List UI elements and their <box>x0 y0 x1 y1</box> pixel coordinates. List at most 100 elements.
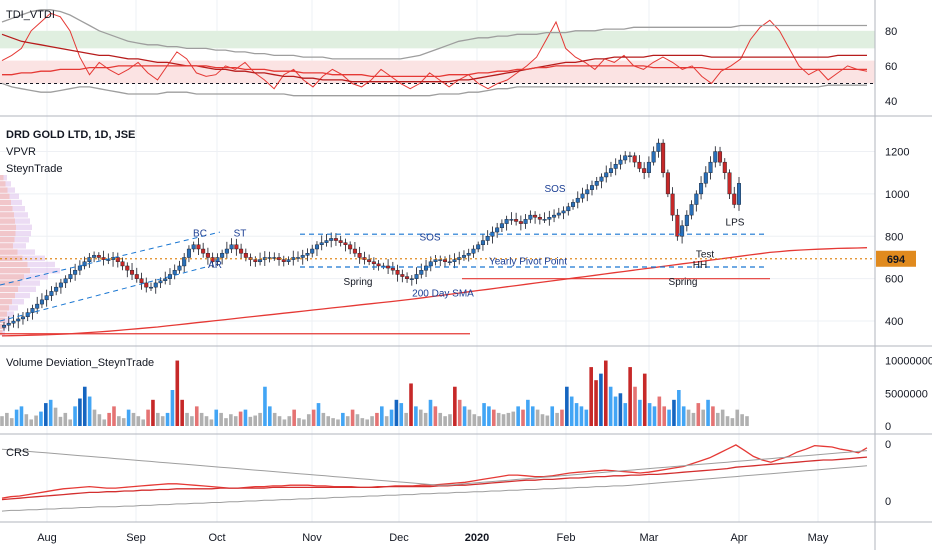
candle-body-109 <box>518 221 523 224</box>
volume-bar-138 <box>672 399 676 426</box>
candle-body-142 <box>675 214 680 237</box>
candle-body-124 <box>590 185 595 190</box>
volume-bar-94 <box>457 399 462 426</box>
candle-body-5 <box>25 312 30 318</box>
annotation-3: SOS <box>419 233 440 244</box>
annotation-8: Test <box>696 249 715 260</box>
x-tick-9: May <box>808 532 829 544</box>
candle-body-125 <box>594 181 599 186</box>
volume-bar-46 <box>224 418 228 426</box>
annotation-7: 200 Day SMA <box>412 289 474 300</box>
candle-body-143 <box>680 225 685 237</box>
volume-bar-65 <box>316 403 321 426</box>
volume-bar-18 <box>87 396 92 426</box>
candle-body-110 <box>523 219 528 224</box>
candle-body-144 <box>684 214 689 226</box>
volume-bar-147 <box>715 412 720 426</box>
candle-body-10 <box>49 291 54 296</box>
volume-y-tick-2: 0 <box>885 421 891 433</box>
candle-body-132 <box>627 155 632 157</box>
volume-bar-25 <box>121 418 126 426</box>
candle-body-130 <box>618 159 623 165</box>
volume-bar-63 <box>306 414 311 426</box>
volume-bar-76 <box>370 416 374 426</box>
volume-bar-99 <box>482 403 486 426</box>
x-tick-5: 2020 <box>465 532 489 544</box>
candle-body-25 <box>120 261 125 267</box>
volume-bar-60 <box>292 409 296 426</box>
volume-bar-96 <box>467 409 472 426</box>
volume-bar-33 <box>160 416 165 426</box>
volume-bar-59 <box>287 416 292 426</box>
volume-bar-2 <box>9 418 14 426</box>
candle-body-145 <box>689 204 694 216</box>
candle-body-141 <box>670 193 675 216</box>
volume-bar-27 <box>131 412 136 426</box>
candle-body-81 <box>386 265 391 269</box>
annotation-9: LPS <box>726 218 745 229</box>
volume-bar-22 <box>107 412 111 426</box>
crs-series-3 <box>1 448 868 486</box>
volume-bar-4 <box>19 406 24 426</box>
volume-bar-131 <box>638 399 642 426</box>
volume-bar-42 <box>204 416 209 426</box>
volume-bar-71 <box>345 416 350 426</box>
volume-bar-92 <box>448 414 452 426</box>
volume-bar-14 <box>68 419 72 426</box>
candle-body-105 <box>499 223 504 229</box>
candle-body-150 <box>713 151 718 163</box>
vpvr-bar-inner-10 <box>0 237 15 243</box>
candle-body-134 <box>637 161 642 169</box>
volume-bar-1 <box>5 412 9 426</box>
volume-bar-91 <box>443 416 447 426</box>
candle-body-1 <box>6 322 11 326</box>
volume-bar-40 <box>194 406 199 426</box>
vpvr-bar-inner-12 <box>0 249 18 255</box>
volume-bar-145 <box>706 399 710 426</box>
volume-bar-125 <box>608 386 613 426</box>
volume-bar-137 <box>667 409 671 426</box>
candle-body-12 <box>58 282 63 288</box>
volume-bar-8 <box>39 411 43 426</box>
candle-body-62 <box>296 257 301 259</box>
candle-body-11 <box>54 286 59 292</box>
candle-body-117 <box>556 212 561 216</box>
volume-bar-52 <box>253 415 258 426</box>
vpvr-bar-inner-20 <box>0 299 12 305</box>
price-y-tick-1: 1000 <box>885 189 909 201</box>
tdi-y-tick-0: 80 <box>885 26 897 38</box>
volume-bar-41 <box>199 412 204 426</box>
candle-body-48 <box>229 244 234 250</box>
volume-bar-102 <box>496 412 501 426</box>
candle-body-60 <box>286 259 291 262</box>
candle-body-100 <box>476 244 481 250</box>
volume-bar-9 <box>44 403 48 426</box>
volume-bar-37 <box>180 399 184 426</box>
volume-bar-83 <box>404 412 408 426</box>
volume-bar-126 <box>613 396 618 426</box>
candle-body-64 <box>305 253 310 256</box>
volume-bar-21 <box>102 419 107 426</box>
vpvr-bar-inner-21 <box>0 305 9 311</box>
volume-bar-20 <box>97 414 102 426</box>
candle-body-94 <box>447 261 452 263</box>
volume-bar-111 <box>540 414 545 426</box>
vpvr-bar-inner-3 <box>0 193 10 199</box>
volume-bar-101 <box>491 409 496 426</box>
candle-body-6 <box>30 308 35 313</box>
candle-body-30 <box>144 282 149 288</box>
volume-bar-109 <box>530 406 535 426</box>
volume-bar-77 <box>375 412 379 426</box>
x-tick-0: Aug <box>37 532 57 544</box>
candle-body-91 <box>433 259 438 262</box>
candle-body-47 <box>224 248 229 254</box>
candle-body-82 <box>390 267 395 271</box>
annotation-11: Spring <box>669 277 698 288</box>
candle-body-108 <box>514 219 519 222</box>
candle-body-16 <box>77 265 82 271</box>
volume-bar-153 <box>745 416 749 426</box>
candle-body-88 <box>419 269 424 275</box>
candle-body-17 <box>82 261 87 267</box>
volume-bar-115 <box>560 409 564 426</box>
